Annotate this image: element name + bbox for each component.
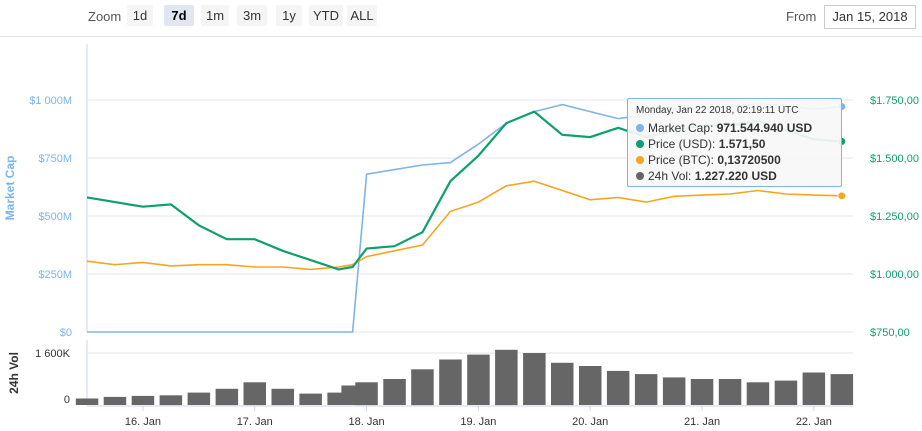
x-axis-tick-label: 16. Jan — [125, 416, 161, 428]
left-axis-tick-label: $1 000M — [29, 95, 72, 107]
left-axis-tick-label: $250M — [38, 269, 72, 281]
market-cap-dot-icon — [636, 124, 644, 132]
zoom-1m-button[interactable]: 1m — [201, 5, 229, 26]
tooltip-value: 1.227.220 USD — [694, 169, 777, 183]
volume-axis-title: 24h Vol — [7, 352, 21, 394]
volume-axis-tick-label: 0 — [64, 394, 70, 406]
left-axis-tick-label: $0 — [60, 327, 72, 339]
from-label: From — [786, 9, 817, 24]
right-axis-tick-label: $1.000,00 — [870, 269, 919, 281]
volume-bar — [802, 372, 826, 405]
volume-bar — [439, 359, 462, 405]
volume-bar — [383, 379, 406, 405]
volume-bar — [467, 354, 490, 405]
zoom-bar: Zoom 1d 7d 1m 3m 1y YTD ALL From — [0, 0, 922, 32]
x-axis-tick-label: 22. Jan — [796, 416, 832, 428]
from-date-input[interactable] — [824, 5, 916, 29]
volume-bar — [830, 374, 854, 405]
left-axis-tick-label: $500M — [38, 211, 72, 223]
zoom-all-button[interactable]: ALL — [347, 5, 377, 26]
right-axis-tick-label: $1.750,00 — [870, 95, 919, 107]
volume-bar — [718, 379, 742, 405]
volume-bar — [495, 349, 518, 406]
tooltip-row-price-usd: Price (USD): 1.571,50 — [636, 137, 765, 151]
zoom-1d-button[interactable]: 1d — [127, 5, 153, 26]
x-axis-tick-label: 21. Jan — [684, 416, 720, 428]
right-axis-tick-label: $1.500,00 — [870, 153, 919, 165]
zoom-ytd-button[interactable]: YTD — [309, 5, 343, 26]
volume-bar — [523, 353, 546, 405]
tooltip-label: Price (BTC): — [648, 153, 714, 167]
x-axis-tick-label: 18. Jan — [349, 416, 385, 428]
volume-bar — [579, 366, 602, 405]
volume-bar — [75, 398, 99, 405]
price-usd-dot-icon — [636, 140, 644, 148]
tooltip-label: Market Cap: — [648, 121, 714, 135]
tooltip-value: 0,13720500 — [717, 153, 781, 167]
zoom-label: Zoom — [88, 9, 122, 24]
volume-bar — [299, 393, 322, 405]
volume-bar — [131, 395, 155, 405]
tooltip-row-volume: 24h Vol: 1.227.220 USD — [636, 169, 777, 183]
tooltip-label: 24h Vol: — [648, 169, 692, 183]
volume-bar — [103, 396, 127, 405]
left-axis-tick-label: $750M — [38, 153, 72, 165]
volume-bar — [215, 388, 239, 406]
tooltip-label: Price (USD): — [648, 137, 716, 151]
tooltip-value: 1.571,50 — [718, 137, 766, 151]
volume-bar — [746, 382, 770, 406]
volume-bar — [774, 380, 798, 405]
zoom-3m-button[interactable]: 3m — [237, 5, 267, 26]
volume-bar — [634, 374, 658, 405]
x-axis-tick-label: 17. Jan — [237, 416, 273, 428]
volume-bar — [355, 382, 378, 406]
right-axis-tick-label: $1.250,00 — [870, 211, 919, 223]
volume-bar — [606, 370, 630, 405]
tooltip-row-price-btc: Price (BTC): 0,13720500 — [636, 153, 781, 167]
x-axis-tick-label: 20. Jan — [572, 416, 608, 428]
zoom-1y-button[interactable]: 1y — [276, 5, 302, 26]
tooltip-date: Monday, Jan 22 2018, 02:19:11 UTC — [636, 105, 799, 116]
volume-bar — [159, 395, 183, 406]
tooltip-row-market-cap: Market Cap: 971.544.940 USD — [636, 121, 812, 135]
volume-bar — [187, 392, 211, 405]
volume-axis-tick-label: 1 600K — [35, 348, 71, 360]
volume-bar — [690, 379, 714, 405]
volume-bar — [411, 369, 434, 406]
toolbar-divider — [0, 36, 922, 37]
x-axis-tick-label: 19. Jan — [460, 416, 496, 428]
price-btc-line — [86, 180, 842, 271]
tooltip-value: 971.544.940 USD — [716, 121, 813, 135]
volume-bar — [243, 382, 266, 406]
chart-tooltip: Monday, Jan 22 2018, 02:19:11 UTC Market… — [627, 98, 842, 187]
volume-bar — [271, 388, 294, 406]
volume-bar — [662, 377, 686, 405]
volume-dot-icon — [636, 172, 644, 180]
price-btc-dot-icon — [636, 156, 644, 164]
price-btc-marker — [837, 191, 847, 201]
right-axis-tick-label: $750,00 — [870, 327, 910, 339]
left-axis-title: Market Cap — [3, 156, 17, 221]
zoom-7d-button[interactable]: 7d — [164, 5, 194, 26]
volume-bar — [551, 362, 574, 406]
